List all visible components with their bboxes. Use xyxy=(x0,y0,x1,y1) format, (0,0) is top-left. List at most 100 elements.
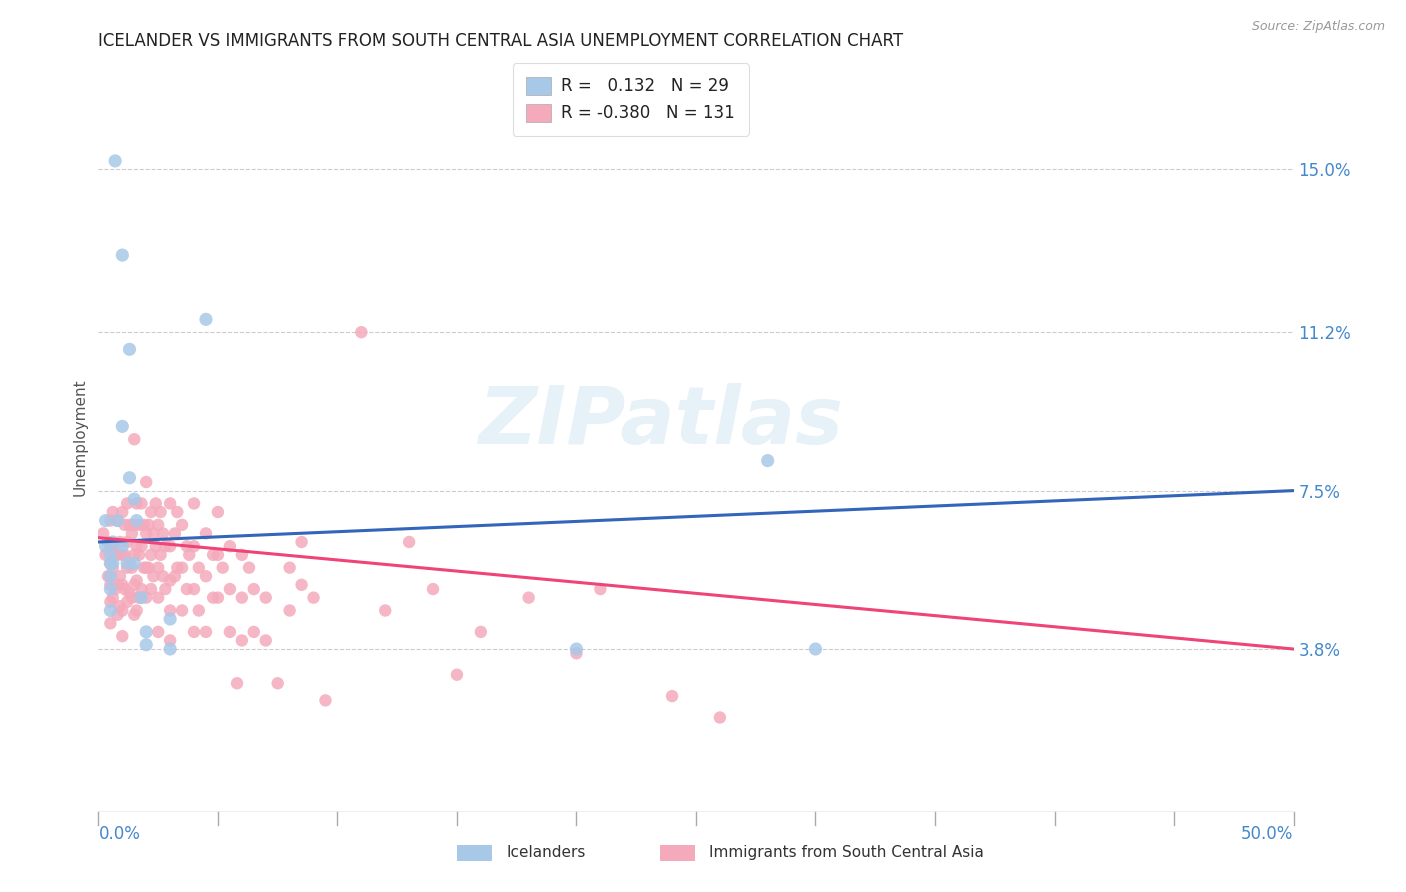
Point xyxy=(238,560,260,574)
Point xyxy=(159,539,181,553)
Point xyxy=(315,693,337,707)
Point xyxy=(114,582,136,596)
Point xyxy=(107,548,129,562)
Point xyxy=(195,624,218,639)
Point xyxy=(709,710,731,724)
Point xyxy=(243,624,266,639)
Point xyxy=(98,603,122,617)
Point xyxy=(254,591,277,605)
Point xyxy=(135,526,157,541)
Point xyxy=(565,642,588,657)
Point xyxy=(98,595,122,609)
Point xyxy=(145,496,167,510)
Point xyxy=(104,548,127,562)
Point xyxy=(101,557,124,571)
Point xyxy=(125,574,148,588)
Point xyxy=(108,599,131,614)
Point xyxy=(107,514,129,528)
Point xyxy=(398,535,420,549)
Point xyxy=(202,591,225,605)
Point xyxy=(98,578,122,592)
Text: Immigrants from South Central Asia: Immigrants from South Central Asia xyxy=(710,846,984,860)
Point xyxy=(142,526,165,541)
Point xyxy=(589,582,612,596)
Point xyxy=(124,432,146,446)
Point xyxy=(195,312,218,326)
Point xyxy=(135,475,157,489)
Point xyxy=(254,633,277,648)
Point xyxy=(446,667,468,681)
Point xyxy=(756,453,779,467)
Point xyxy=(142,569,165,583)
Point xyxy=(115,560,138,574)
Point xyxy=(804,642,827,657)
Point xyxy=(108,535,131,549)
Text: ICELANDER VS IMMIGRANTS FROM SOUTH CENTRAL ASIA UNEMPLOYMENT CORRELATION CHART: ICELANDER VS IMMIGRANTS FROM SOUTH CENTR… xyxy=(98,32,904,50)
Point xyxy=(131,582,153,596)
Point xyxy=(187,560,209,574)
Point xyxy=(291,535,314,549)
Point xyxy=(278,560,301,574)
Point xyxy=(114,517,136,532)
Point xyxy=(118,517,141,532)
Point xyxy=(124,607,146,622)
Point xyxy=(132,560,155,574)
Point xyxy=(207,548,229,562)
Point xyxy=(243,582,266,596)
Point xyxy=(115,535,138,549)
Point xyxy=(179,548,201,562)
Point xyxy=(183,582,205,596)
Point xyxy=(231,548,253,562)
Point xyxy=(231,591,253,605)
Point xyxy=(135,560,157,574)
Point xyxy=(125,514,148,528)
Point xyxy=(111,603,134,617)
Point xyxy=(183,496,205,510)
Point xyxy=(135,624,157,639)
Point xyxy=(98,569,122,583)
Point xyxy=(565,646,588,660)
Point xyxy=(148,517,170,532)
Point xyxy=(211,560,233,574)
Point xyxy=(219,582,242,596)
Point xyxy=(115,557,138,571)
Point xyxy=(195,569,218,583)
Point xyxy=(187,603,209,617)
Point xyxy=(121,526,143,541)
Point xyxy=(159,603,181,617)
Point xyxy=(226,676,249,690)
Point xyxy=(121,560,143,574)
Point xyxy=(101,560,124,574)
Point xyxy=(125,603,148,617)
Point xyxy=(163,569,186,583)
Point xyxy=(139,505,162,519)
Point xyxy=(138,560,160,574)
Point xyxy=(131,496,153,510)
Point xyxy=(97,569,120,583)
Point xyxy=(111,248,134,262)
Point xyxy=(91,526,114,541)
Point xyxy=(183,624,205,639)
Point xyxy=(148,560,170,574)
Point xyxy=(115,496,138,510)
Point xyxy=(163,526,186,541)
Point xyxy=(172,560,194,574)
Text: ZIPatlas: ZIPatlas xyxy=(478,383,842,461)
Point xyxy=(111,505,134,519)
Point xyxy=(166,505,188,519)
Point xyxy=(195,526,218,541)
Point xyxy=(422,582,444,596)
Point xyxy=(111,419,134,434)
Point xyxy=(107,607,129,622)
Point xyxy=(118,343,141,357)
Point xyxy=(172,603,194,617)
Point xyxy=(138,517,160,532)
Point xyxy=(101,505,124,519)
Point xyxy=(202,548,225,562)
Point xyxy=(101,535,124,549)
Point xyxy=(125,496,148,510)
Point xyxy=(121,591,143,605)
Point xyxy=(470,624,492,639)
Point xyxy=(118,471,141,485)
Point xyxy=(132,517,155,532)
